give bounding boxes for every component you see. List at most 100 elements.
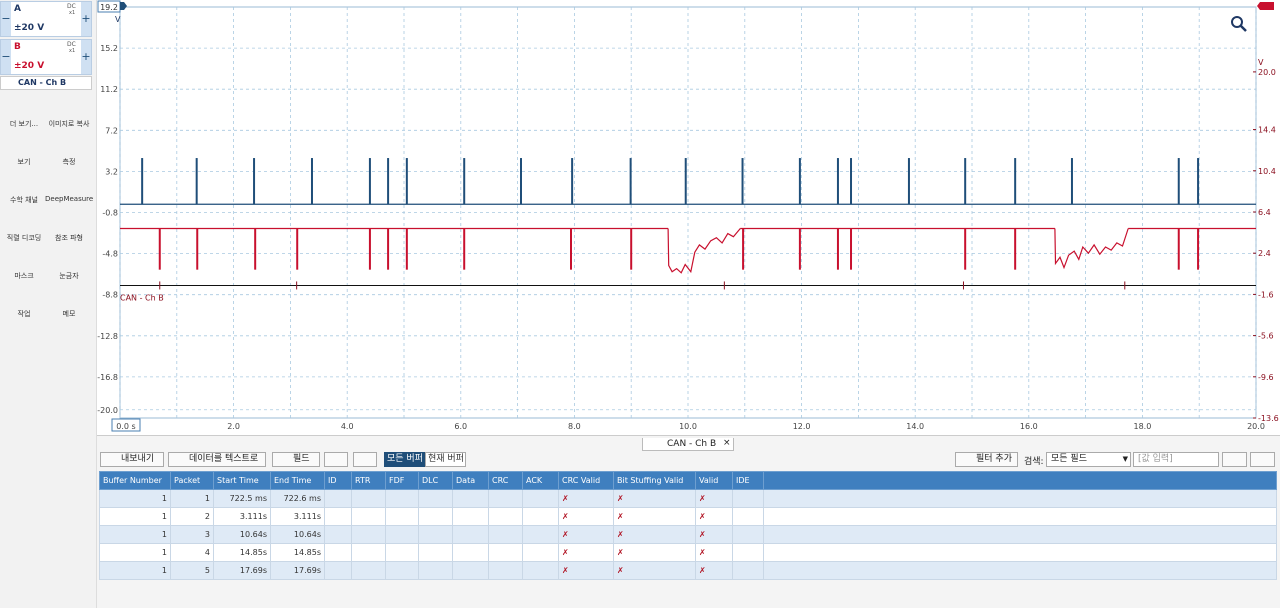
column-header[interactable]: IDE: [732, 471, 764, 490]
table-row[interactable]: 1 4 14.85s 14.85s ✗ ✗ ✗: [99, 543, 1277, 562]
y-tick-label: -16.8: [97, 373, 118, 382]
tool-label: 이미지로 복사: [48, 120, 90, 128]
x-tick-label: 6.0: [454, 422, 467, 431]
x-tick-label: 16.0: [1020, 422, 1038, 431]
column-header[interactable]: ID: [324, 471, 352, 490]
column-header[interactable]: RTR: [351, 471, 386, 490]
table-cell: [732, 489, 764, 508]
column-header[interactable]: Start Time: [213, 471, 271, 490]
table-filler: [763, 561, 1277, 580]
range-down-button[interactable]: −: [1, 40, 11, 74]
column-header[interactable]: Buffer Number: [99, 471, 171, 490]
table-cell: ✗: [558, 525, 614, 544]
nav-button[interactable]: [1250, 452, 1275, 467]
tool-button[interactable]: 측정: [45, 134, 93, 168]
channel-box[interactable]: − + A DC x1 ±20 V: [0, 1, 92, 37]
tool-button[interactable]: DeepMeasure: [45, 172, 93, 206]
toolbar-button[interactable]: 필드: [272, 452, 320, 467]
toolbar-button[interactable]: 데이터를 텍스트로: [168, 452, 266, 467]
channel-box[interactable]: − + B DC x1 ±20 V: [0, 39, 92, 75]
x-tick-label: 20.0: [1247, 422, 1265, 431]
tool-button[interactable]: 참조 파형: [45, 210, 93, 244]
column-header[interactable]: CRC Valid: [558, 471, 614, 490]
table-cell: [418, 561, 453, 580]
tool-button[interactable]: 마스크: [0, 248, 48, 282]
table-cell: [351, 525, 386, 544]
table-row[interactable]: 1 2 3.111s 3.111s ✗ ✗ ✗: [99, 507, 1277, 526]
y2-tick-label: 6.4: [1258, 208, 1271, 217]
channel-name: A: [14, 4, 21, 14]
table-cell: [324, 507, 352, 526]
filter-button[interactable]: 필터 추가: [955, 452, 1018, 467]
buffer-toggle[interactable]: 모든 버퍼: [384, 452, 425, 467]
y-tick-label: 3.2: [105, 167, 118, 176]
y-tick-label: -20.0: [97, 406, 118, 415]
column-header[interactable]: Data: [452, 471, 489, 490]
tool-button[interactable]: 눈금자: [45, 248, 93, 282]
table-cell: 17.69s: [213, 561, 271, 580]
column-header[interactable]: CRC: [488, 471, 523, 490]
table-row[interactable]: 1 3 10.64s 10.64s ✗ ✗ ✗: [99, 525, 1277, 544]
nav-button[interactable]: [1222, 452, 1247, 467]
y2-tick-label: 10.4: [1258, 167, 1276, 176]
table-cell: ✗: [613, 507, 696, 526]
table-cell: ✗: [613, 543, 696, 562]
table-cell: 3.111s: [270, 507, 325, 526]
table-cell: [385, 561, 419, 580]
range-up-button[interactable]: +: [81, 40, 91, 74]
font-size-button[interactable]: [324, 452, 348, 467]
column-header[interactable]: Valid: [695, 471, 733, 490]
column-header[interactable]: DLC: [418, 471, 453, 490]
search-input[interactable]: [값 입력]: [1133, 452, 1219, 467]
decoder-row[interactable]: CAN - Ch B: [0, 76, 92, 90]
y2-tick-label: -9.6: [1258, 373, 1274, 382]
table-cell: [732, 507, 764, 526]
button-label: 내보내기: [121, 454, 155, 464]
table-cell: ✗: [558, 543, 614, 562]
column-header[interactable]: Bit Stuffing Valid: [613, 471, 696, 490]
tool-button[interactable]: 더 보기...: [0, 96, 48, 130]
zoom-icon[interactable]: [1231, 16, 1247, 32]
table-cell: 10.64s: [270, 525, 325, 544]
buffer-toggle[interactable]: 현재 버퍼: [425, 452, 466, 467]
tool-button[interactable]: 직렬 디코딩: [0, 210, 48, 244]
tool-button[interactable]: 작업: [0, 286, 48, 320]
x-tick-label: 10.0: [679, 422, 697, 431]
table-row[interactable]: 1 5 17.69s 17.69s ✗ ✗ ✗: [99, 561, 1277, 580]
tool-button[interactable]: 메모: [45, 286, 93, 320]
table-row[interactable]: 1 1 722.5 ms 722.6 ms ✗ ✗ ✗: [99, 489, 1277, 508]
column-header[interactable]: ACK: [522, 471, 559, 490]
tool-label: 작업: [17, 310, 31, 318]
icon: [1231, 16, 1243, 28]
tool-button[interactable]: 보기: [0, 134, 48, 168]
range-down-button[interactable]: −: [1, 2, 11, 36]
decode-tab[interactable]: CAN - Ch B ×: [642, 438, 734, 451]
table-cell: [324, 543, 352, 562]
search-field-select[interactable]: 모든 필드 ▼: [1046, 452, 1131, 467]
column-header[interactable]: Packet: [170, 471, 214, 490]
column-header[interactable]: End Time: [270, 471, 325, 490]
table-filler: [763, 525, 1277, 544]
x-tick-label: 4.0: [341, 422, 354, 431]
tool-button[interactable]: 수학 채널: [0, 172, 48, 206]
toolbar-button[interactable]: 내보내기: [100, 452, 164, 467]
range-up-button[interactable]: +: [81, 2, 91, 36]
coupling: DC: [67, 41, 76, 48]
tool-label: 마스크: [14, 272, 34, 280]
table-cell: [452, 525, 489, 544]
x-tick-label: 8.0: [568, 422, 581, 431]
x-tick-label: 0.0 s: [116, 422, 135, 431]
trace-segment: [667, 228, 741, 274]
table-filler: [763, 543, 1277, 562]
y-unit: V: [115, 15, 121, 24]
tool-button[interactable]: 이미지로 복사: [45, 96, 93, 130]
tool-label: 측정: [62, 158, 76, 166]
table-cell: ✗: [558, 507, 614, 526]
decoder-name: CAN - Ch B: [18, 78, 67, 87]
tab-close[interactable]: ×: [723, 438, 731, 448]
table-cell: ✗: [613, 489, 696, 508]
column-header[interactable]: FDF: [385, 471, 419, 490]
font-size-button[interactable]: [353, 452, 377, 467]
y2-tick-label: 20.0: [1258, 68, 1276, 77]
